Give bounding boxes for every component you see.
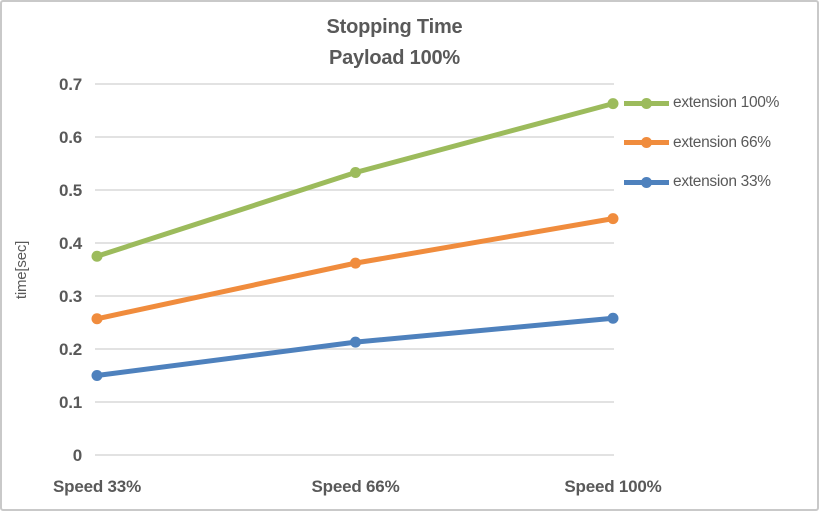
legend-marker-icon xyxy=(624,176,669,188)
data-point-marker xyxy=(350,257,361,269)
chart-title-line1: Stopping Time xyxy=(326,16,463,38)
y-tick-label: 0.6 xyxy=(58,128,82,147)
legend-label: extension 33% xyxy=(673,173,771,190)
data-point-marker xyxy=(607,213,619,225)
y-tick-label: 0.4 xyxy=(58,234,82,253)
x-tick-label: Speed 100% xyxy=(564,477,662,496)
legend-marker-icon xyxy=(624,97,669,109)
data-point-marker xyxy=(607,98,619,110)
chart-title: Stopping Time Payload 100% xyxy=(2,12,787,74)
x-tick-label: Speed 33% xyxy=(53,477,141,496)
data-point-marker xyxy=(91,370,103,381)
y-tick-label: 0 xyxy=(72,446,82,465)
x-tick-label: Speed 66% xyxy=(311,477,400,496)
legend-dot xyxy=(641,137,652,148)
legend-item: extension 33% xyxy=(623,171,771,193)
data-point-marker xyxy=(350,336,361,348)
legend-label: extension 66% xyxy=(673,133,771,151)
data-point-marker xyxy=(91,313,103,325)
legend-marker-icon xyxy=(624,137,669,148)
y-tick-label: 0.5 xyxy=(58,181,82,200)
y-tick-label: 0.1 xyxy=(58,393,82,412)
legend-item: extension 66% xyxy=(623,132,771,154)
y-tick-label: 0.7 xyxy=(58,75,82,94)
legend-dot xyxy=(641,97,652,109)
data-point-marker xyxy=(91,250,103,262)
legend-label: extension 100% xyxy=(673,94,780,111)
y-tick-label: 0.2 xyxy=(58,340,82,359)
chart-title-line2: Payload 100% xyxy=(328,47,460,69)
legend-item: extension 100% xyxy=(623,92,779,114)
data-point-marker xyxy=(350,167,361,179)
y-tick-label: 0.3 xyxy=(58,287,82,306)
data-point-marker xyxy=(607,312,619,324)
legend-dot xyxy=(641,176,652,188)
